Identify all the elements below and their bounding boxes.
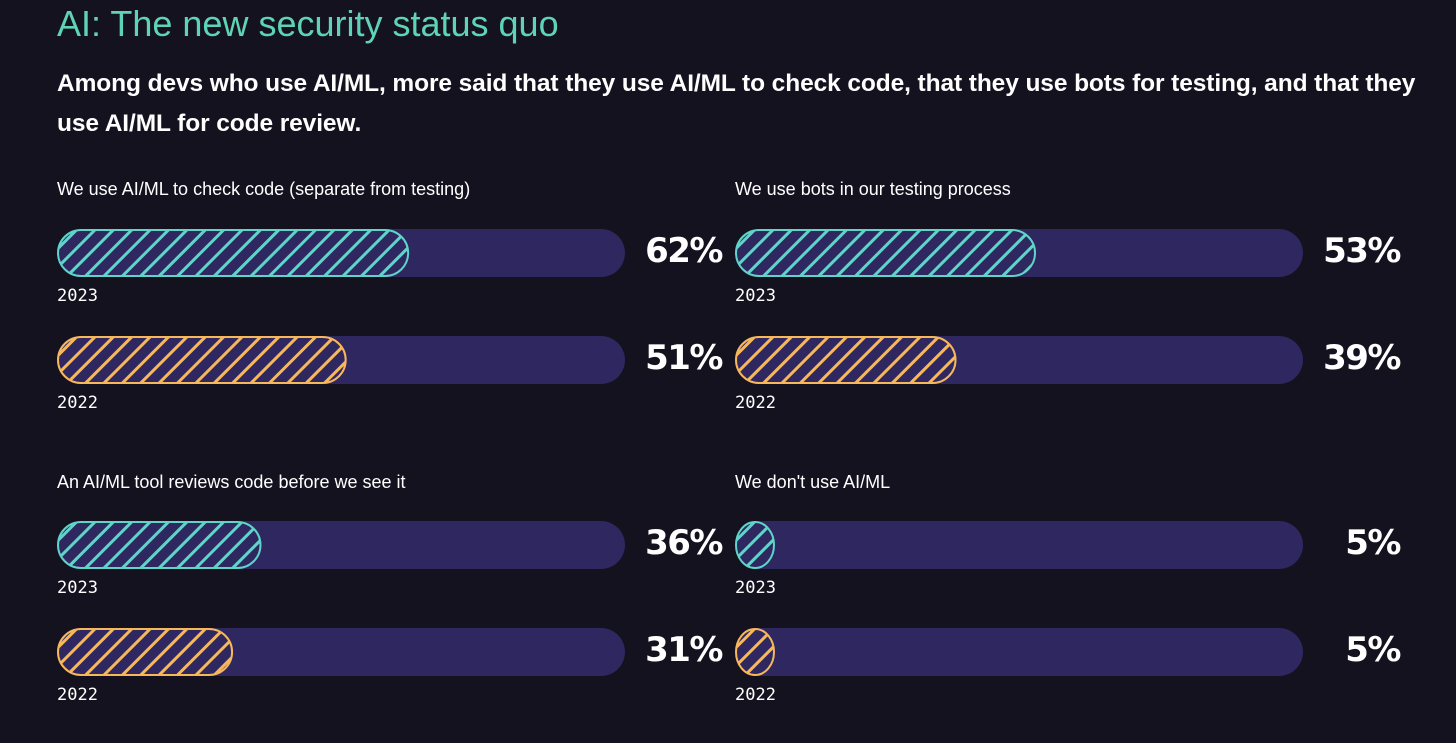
bar-row-2022: 31% 2022 <box>57 628 724 708</box>
bar-fill-2023 <box>735 521 775 569</box>
value-label: 62% <box>645 231 723 271</box>
value-label: 53% <box>1323 231 1401 271</box>
bar-svg <box>735 628 1303 676</box>
bar-svg <box>57 229 625 277</box>
year-label: 2022 <box>57 393 98 413</box>
value-label: 36% <box>645 523 723 563</box>
year-label: 2023 <box>735 578 776 598</box>
value-label: 39% <box>1323 338 1401 378</box>
bar-svg <box>735 521 1303 569</box>
bar-row-2023: 36% 2023 <box>57 521 724 601</box>
chart-subtitle: Among devs who use AI/ML, more said that… <box>57 70 1416 137</box>
bar-row-2022: 51% 2022 <box>57 336 724 416</box>
chart-title: AI: The new security status quo <box>57 3 559 44</box>
year-label: 2023 <box>57 578 98 598</box>
panel-code-review: An AI/ML tool reviews code before we see… <box>57 470 724 730</box>
bar-svg <box>57 521 625 569</box>
panel-label: We don't use AI/ML <box>735 472 891 492</box>
bar-row-2023: 62% 2023 <box>57 229 724 309</box>
year-label: 2022 <box>57 685 98 705</box>
bar-svg <box>735 336 1303 384</box>
bar-svg <box>57 628 625 676</box>
bar-track <box>735 628 1303 676</box>
year-label: 2023 <box>57 286 98 306</box>
bar-fill-2023 <box>57 521 262 569</box>
value-label: 5% <box>1345 523 1401 563</box>
bar-svg <box>735 229 1303 277</box>
year-label: 2022 <box>735 393 776 413</box>
bar-fill-2023 <box>735 229 1037 277</box>
bar-svg <box>57 336 625 384</box>
panel-label: An AI/ML tool reviews code before we see… <box>57 472 406 492</box>
bar-fill-2022 <box>735 336 957 384</box>
value-label: 5% <box>1345 630 1401 670</box>
year-label: 2023 <box>735 286 776 306</box>
bar-fill-2022 <box>735 628 775 676</box>
bar-fill-2022 <box>57 628 234 676</box>
bar-row-2022: 5% 2022 <box>735 628 1402 708</box>
panel-check-code: We use AI/ML to check code (separate fro… <box>57 177 724 437</box>
bar-row-2022: 39% 2022 <box>735 336 1402 416</box>
value-label: 51% <box>645 338 723 378</box>
bar-row-2023: 5% 2023 <box>735 521 1402 601</box>
bar-row-2023: 53% 2023 <box>735 229 1402 309</box>
value-label: 31% <box>645 630 723 670</box>
bar-fill-2022 <box>57 336 347 384</box>
panel-no-ai: We don't use AI/ML 5% 2023 5% 2022 <box>735 470 1402 730</box>
bar-fill-2023 <box>57 229 410 277</box>
bar-track <box>735 521 1303 569</box>
year-label: 2022 <box>735 685 776 705</box>
panel-bots-testing: We use bots in our testing process 53% 2… <box>735 177 1402 437</box>
panel-label: We use AI/ML to check code (separate fro… <box>57 179 471 199</box>
panel-label: We use bots in our testing process <box>735 179 1011 199</box>
